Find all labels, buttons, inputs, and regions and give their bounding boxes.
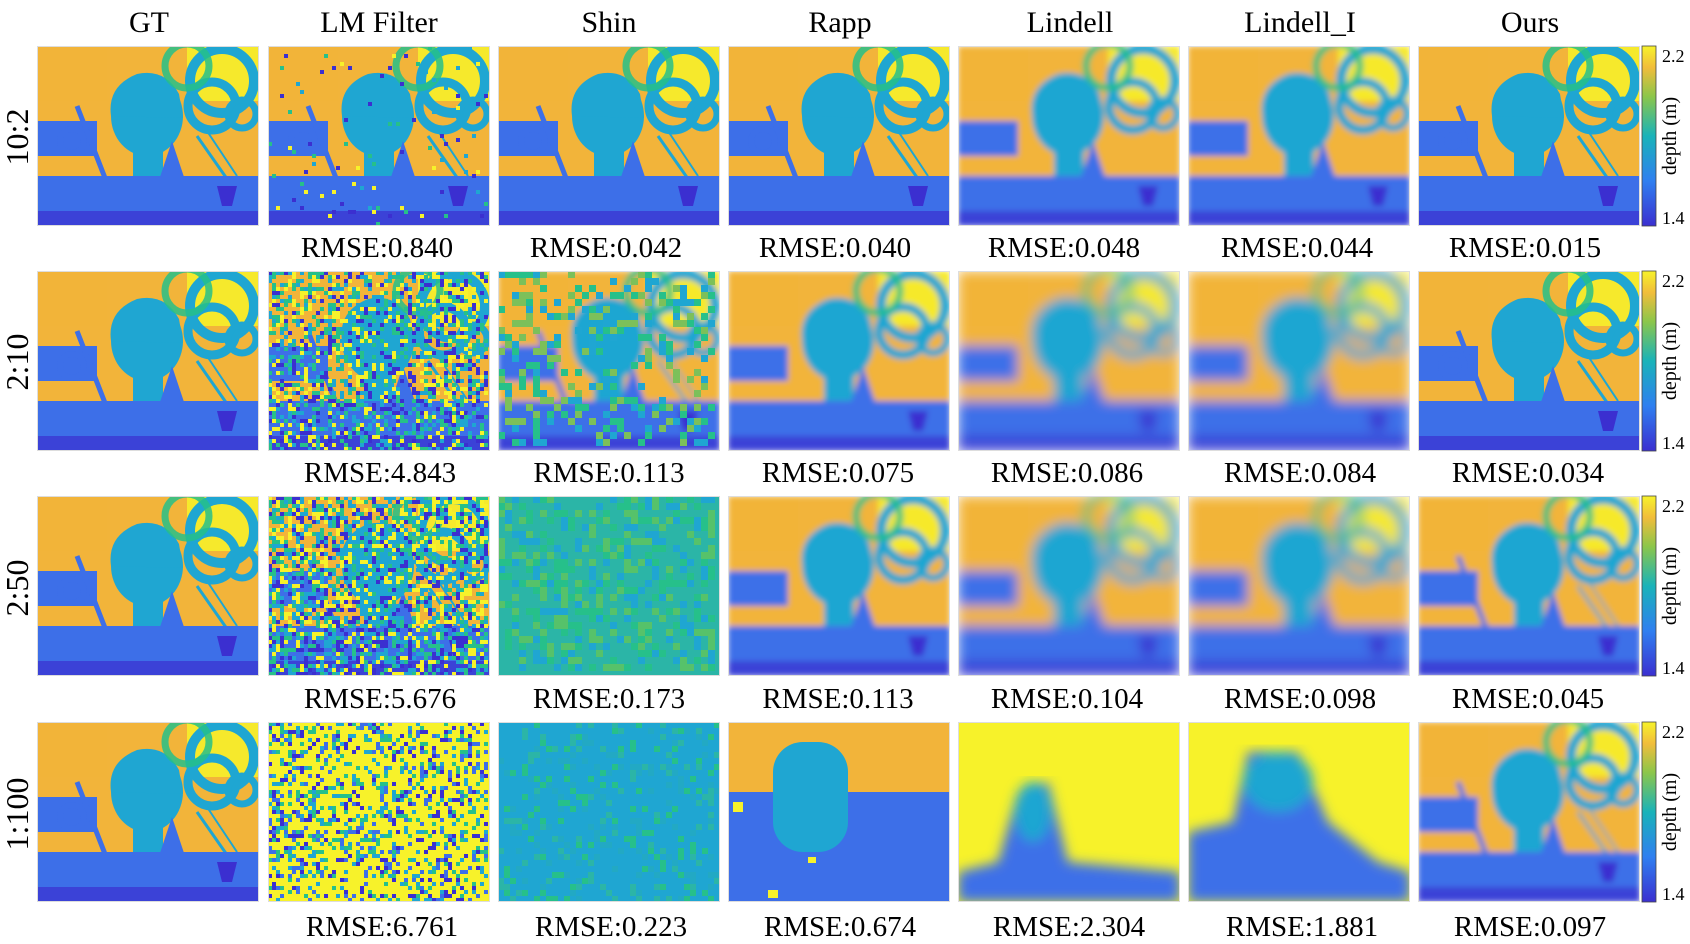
depth-map-image [37, 271, 259, 451]
colorbar-axis-label: depth (m) [1659, 322, 1681, 400]
depth-map-image [728, 271, 950, 451]
rmse-caption: RMSE:0.044 [1221, 232, 1374, 264]
column-header-lindell: Lindell [1027, 6, 1114, 39]
rmse-caption: RMSE:0.840 [301, 232, 453, 264]
colorbar-axis-label: depth (m) [1659, 97, 1681, 175]
column-header-rapp: Rapp [808, 6, 871, 39]
rmse-caption: RMSE:0.042 [530, 232, 682, 264]
colorbar-max-label: 2.2 [1662, 46, 1685, 66]
colorbar: 2.2 1.4 depth (m) [1641, 45, 1685, 228]
colorbar-min-label: 1.4 [1662, 433, 1685, 453]
colorbar-axis-label: depth (m) [1659, 547, 1681, 625]
depth-map-image [1188, 496, 1410, 676]
row-label-1-100: 1:100 [0, 778, 35, 851]
colorbar: 2.2 1.4 depth (m) [1641, 270, 1685, 453]
depth-map-image [268, 722, 490, 902]
depth-map-image [958, 46, 1180, 226]
rmse-caption: RMSE:0.113 [533, 457, 684, 489]
depth-map-image [1418, 722, 1640, 902]
depth-map-image [1188, 46, 1410, 226]
depth-map-image [498, 722, 720, 902]
colorbar-axis-label: depth (m) [1659, 773, 1681, 851]
rmse-caption: RMSE:0.098 [1224, 683, 1376, 715]
rmse-caption: RMSE:0.034 [1452, 457, 1605, 489]
depth-map-image [268, 46, 490, 226]
colorbar: 2.2 1.4 depth (m) [1641, 721, 1685, 904]
depth-map-image [268, 496, 490, 676]
colorbar-min-label: 1.4 [1662, 884, 1685, 904]
rmse-caption: RMSE:0.045 [1452, 683, 1604, 715]
rmse-caption: RMSE:0.048 [988, 232, 1140, 264]
colorbar: 2.2 1.4 depth (m) [1641, 495, 1685, 678]
row-label-2-50: 2:50 [0, 560, 35, 617]
depth-map-image [1418, 46, 1640, 226]
depth-map-image [1418, 271, 1640, 451]
colorbar-min-label: 1.4 [1662, 208, 1685, 228]
rmse-captions: RMSE:0.840 RMSE:0.042 RMSE:0.040 RMSE:0.… [301, 232, 1606, 943]
depth-map-image [37, 46, 259, 226]
rmse-caption: RMSE:4.843 [304, 457, 456, 489]
depth-map-image [728, 46, 950, 226]
colorbar-max-label: 2.2 [1662, 496, 1685, 516]
rmse-caption: RMSE:0.173 [533, 683, 685, 715]
row-label-10-2: 10:2 [0, 109, 35, 166]
depth-map-image [1188, 271, 1410, 451]
row-labels: 10:2 2:10 2:50 1:100 [0, 109, 35, 851]
depth-map-image [498, 46, 720, 226]
colorbar-min-label: 1.4 [1662, 658, 1685, 678]
depth-map-image [37, 496, 259, 676]
rmse-caption: RMSE:5.676 [304, 683, 456, 715]
rmse-caption: RMSE:0.113 [762, 683, 913, 715]
rmse-caption: RMSE:0.040 [759, 232, 911, 264]
column-header-shin: Shin [581, 6, 636, 39]
rmse-caption: RMSE:0.075 [762, 457, 914, 489]
depth-map-image [728, 496, 950, 676]
depth-map-image [37, 722, 259, 902]
column-headers: GT LM Filter Shin Rapp Lindell Lindell_I… [129, 6, 1559, 39]
column-header-gt: GT [129, 6, 169, 39]
depth-map-image [498, 496, 720, 676]
rmse-caption: RMSE:6.761 [306, 911, 458, 943]
depth-map-image [728, 722, 950, 902]
colorbar-max-label: 2.2 [1662, 271, 1685, 291]
depth-map-image [498, 271, 720, 451]
depth-map-image [958, 722, 1180, 902]
rmse-caption: RMSE:2.304 [993, 911, 1146, 943]
rmse-caption: RMSE:0.097 [1454, 911, 1606, 943]
depth-map-image [958, 496, 1180, 676]
row-label-2-10: 2:10 [0, 334, 35, 391]
depth-map-image [268, 271, 490, 451]
rmse-caption: RMSE:0.104 [991, 683, 1144, 715]
depth-map-image [1418, 496, 1640, 676]
rmse-caption: RMSE:0.015 [1449, 232, 1601, 264]
colorbars: 2.2 1.4 depth (m) 2.2 1.4 depth (m) 2.2 1.4 dept… [1641, 45, 1685, 904]
rmse-caption: RMSE:0.223 [535, 911, 687, 943]
rmse-caption: RMSE:1.881 [1226, 911, 1378, 943]
rmse-caption: RMSE:0.086 [991, 457, 1143, 489]
rmse-caption: RMSE:0.674 [764, 911, 917, 943]
column-header-lm-filter: LM Filter [320, 6, 438, 39]
colorbar-max-label: 2.2 [1662, 722, 1685, 742]
rmse-caption: RMSE:0.084 [1224, 457, 1377, 489]
depth-map-image [1188, 722, 1410, 902]
depth-map-tiles [37, 46, 1640, 902]
column-header-lindell-i: Lindell_I [1244, 6, 1356, 39]
column-header-ours: Ours [1501, 6, 1559, 39]
depth-map-image [958, 271, 1180, 451]
